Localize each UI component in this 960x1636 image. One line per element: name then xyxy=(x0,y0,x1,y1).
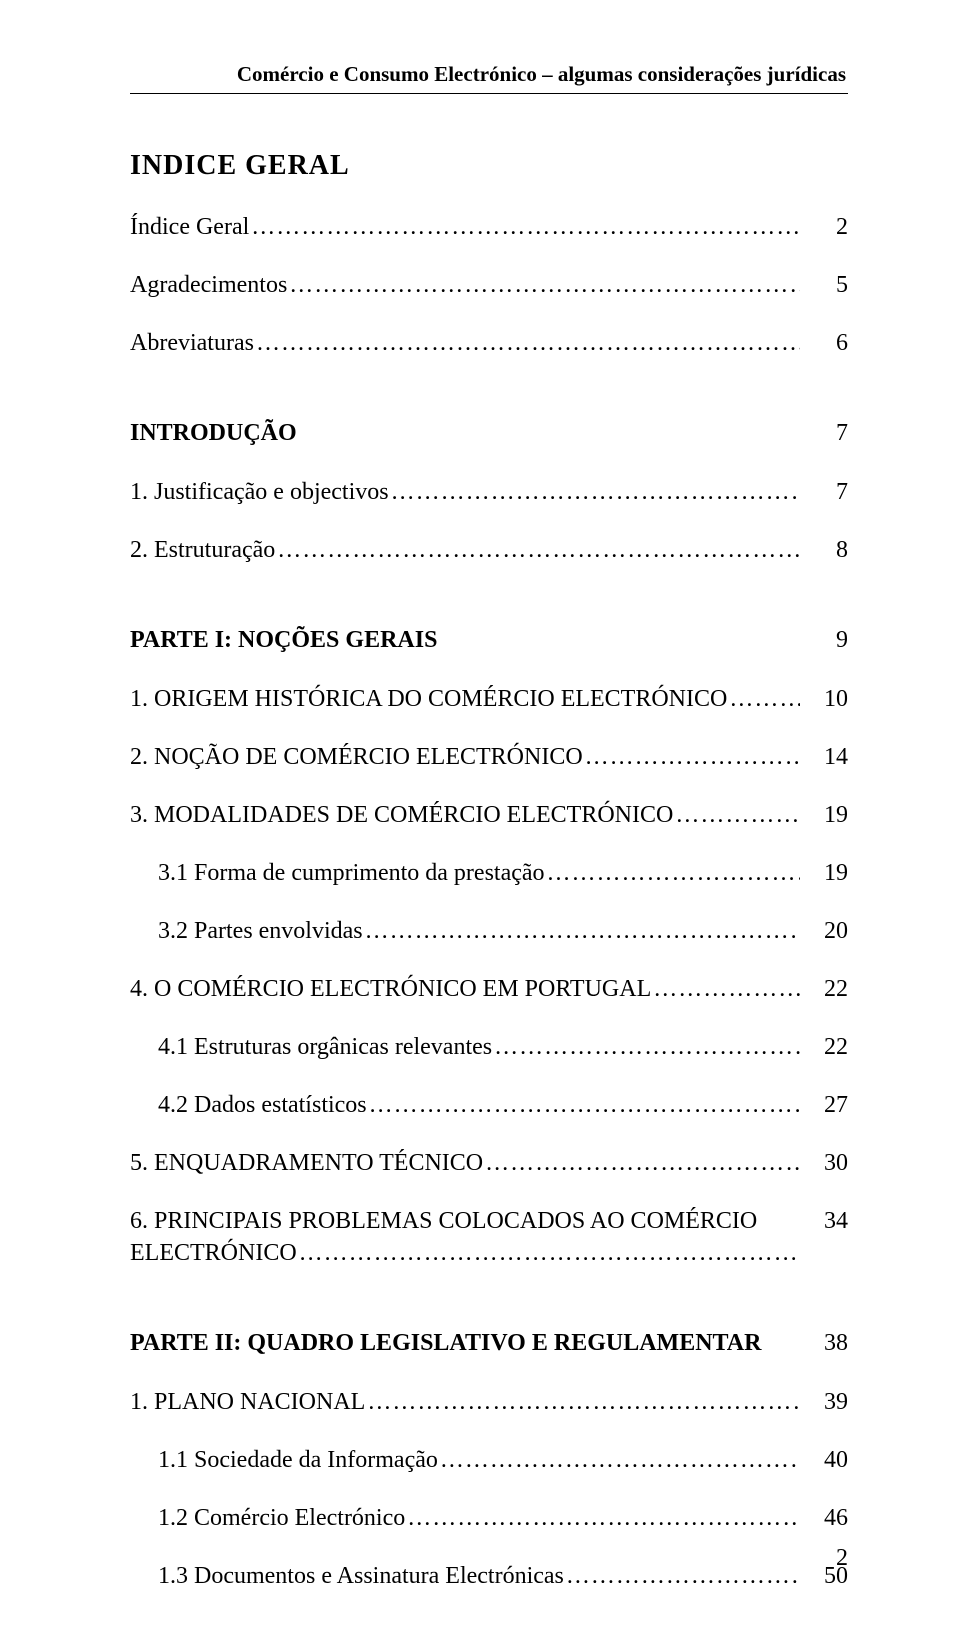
toc-row: 2. NOÇÃO DE COMÉRCIO ELECTRÓNICO 14 xyxy=(130,742,848,772)
toc-page: 20 xyxy=(800,916,848,946)
toc-row: 1.2 Comércio Electrónico 46 xyxy=(130,1503,848,1533)
toc-leader xyxy=(583,742,800,772)
spacer xyxy=(130,386,848,420)
toc-leader xyxy=(367,1090,800,1120)
toc-label: 3.1 Forma de cumprimento da prestação xyxy=(158,858,545,888)
toc-leader xyxy=(389,477,800,507)
toc-page: 9 xyxy=(800,627,848,654)
toc-leader xyxy=(363,916,800,946)
toc-row: 1. PLANO NACIONAL 39 xyxy=(130,1387,848,1417)
page-title: INDICE GERAL xyxy=(130,150,848,182)
toc-row: 1.1 Sociedade da Informação 40 xyxy=(130,1445,848,1475)
toc-page: 30 xyxy=(800,1148,848,1178)
toc-label: 4.2 Dados estatísticos xyxy=(158,1090,367,1120)
toc-page: 2 xyxy=(800,212,848,242)
spacer xyxy=(130,1296,848,1330)
toc-label: 3. MODALIDADES DE COMÉRCIO ELECTRÓNICO xyxy=(130,800,673,830)
toc-leader xyxy=(727,684,800,714)
toc-label: 2. NOÇÃO DE COMÉRCIO ELECTRÓNICO xyxy=(130,742,583,772)
toc-page: 46 xyxy=(800,1503,848,1533)
toc-page: 6 xyxy=(800,328,848,358)
header-rule xyxy=(130,93,848,94)
toc-row: 5. ENQUADRAMENTO TÉCNICO 30 xyxy=(130,1148,848,1178)
toc-section-heading: PARTE II: QUADRO LEGISLATIVO E REGULAMEN… xyxy=(130,1330,848,1357)
toc-label: 1.2 Comércio Electrónico xyxy=(158,1503,405,1533)
toc-page: 7 xyxy=(800,477,848,507)
toc-label: 1. ORIGEM HISTÓRICA DO COMÉRCIO ELECTRÓN… xyxy=(130,684,727,714)
toc-label: 6. PRINCIPAIS PROBLEMAS COLOCADOS AO COM… xyxy=(130,1206,757,1236)
toc-page: 19 xyxy=(800,858,848,888)
toc-row: ELECTRÓNICO 34 xyxy=(130,1238,848,1268)
toc-leader xyxy=(545,858,800,888)
toc-row: 2. Estruturação 8 xyxy=(130,535,848,565)
toc-label: Agradecimentos xyxy=(130,270,287,300)
toc-leader xyxy=(297,1238,800,1268)
toc-row: 6. PRINCIPAIS PROBLEMAS COLOCADOS AO COM… xyxy=(130,1206,848,1236)
toc-row: Índice Geral 2 xyxy=(130,212,848,242)
toc-row: 3.1 Forma de cumprimento da prestação 19 xyxy=(130,858,848,888)
toc-row: 1. ORIGEM HISTÓRICA DO COMÉRCIO ELECTRÓN… xyxy=(130,684,848,714)
toc-row: 1. Justificação e objectivos 7 xyxy=(130,477,848,507)
toc-row: Agradecimentos 5 xyxy=(130,270,848,300)
toc-row: 4.2 Dados estatísticos 27 xyxy=(130,1090,848,1120)
toc-label: 4.1 Estruturas orgânicas relevantes xyxy=(158,1032,492,1062)
toc-label: PARTE II: QUADRO LEGISLATIVO E REGULAMEN… xyxy=(130,1330,761,1357)
toc-page: 38 xyxy=(800,1330,848,1357)
toc-label: 1. PLANO NACIONAL xyxy=(130,1387,365,1417)
toc-row: 3.2 Partes envolvidas 20 xyxy=(130,916,848,946)
toc-label: Abreviaturas xyxy=(130,328,254,358)
toc-row: 1.3 Documentos e Assinatura Electrónicas… xyxy=(130,1561,848,1591)
toc-row: 4. O COMÉRCIO ELECTRÓNICO EM PORTUGAL 22 xyxy=(130,974,848,1004)
toc-leader xyxy=(564,1561,800,1591)
toc-label: 3.2 Partes envolvidas xyxy=(158,916,363,946)
toc-label: 5. ENQUADRAMENTO TÉCNICO xyxy=(130,1148,483,1178)
toc-label: INTRODUÇÃO xyxy=(130,420,297,447)
toc-label: 1.1 Sociedade da Informação xyxy=(158,1445,438,1475)
toc-leader xyxy=(673,800,800,830)
toc-leader xyxy=(365,1387,800,1417)
toc-row: 3. MODALIDADES DE COMÉRCIO ELECTRÓNICO 1… xyxy=(130,800,848,830)
toc-row: 4.1 Estruturas orgânicas relevantes 22 xyxy=(130,1032,848,1062)
page-number: 2 xyxy=(836,1545,848,1572)
toc-page: 19 xyxy=(800,800,848,830)
toc-section-heading: INTRODUÇÃO 7 xyxy=(130,420,848,447)
toc-page: 40 xyxy=(800,1445,848,1475)
toc-leader xyxy=(492,1032,800,1062)
spacer xyxy=(130,593,848,627)
toc-leader xyxy=(249,212,800,242)
toc-leader xyxy=(651,974,800,1004)
toc-page: 39 xyxy=(800,1387,848,1417)
toc-label: 4. O COMÉRCIO ELECTRÓNICO EM PORTUGAL xyxy=(130,974,651,1004)
toc-page: 5 xyxy=(800,270,848,300)
toc-page: 22 xyxy=(800,1032,848,1062)
document-page: Comércio e Consumo Electrónico – algumas… xyxy=(0,0,960,1636)
toc-label: 1. Justificação e objectivos xyxy=(130,477,389,507)
toc-page: 34 xyxy=(800,1206,848,1236)
toc-label: ELECTRÓNICO xyxy=(130,1238,297,1268)
toc-label: 2. Estruturação xyxy=(130,535,275,565)
toc-leader xyxy=(275,535,800,565)
toc-label: PARTE I: NOÇÕES GERAIS xyxy=(130,627,437,654)
toc-page: 8 xyxy=(800,535,848,565)
toc-leader xyxy=(438,1445,800,1475)
toc-page: 14 xyxy=(800,742,848,772)
running-header: Comércio e Consumo Electrónico – algumas… xyxy=(130,62,848,87)
toc-leader xyxy=(287,270,800,300)
toc-label: Índice Geral xyxy=(130,212,249,242)
toc-leader xyxy=(483,1148,800,1178)
toc-label: 1.3 Documentos e Assinatura Electrónicas xyxy=(158,1561,564,1591)
toc-section-heading: PARTE I: NOÇÕES GERAIS 9 xyxy=(130,627,848,654)
toc-page: 7 xyxy=(800,420,848,447)
toc-page: 22 xyxy=(800,974,848,1004)
toc-leader xyxy=(254,328,800,358)
toc-row: Abreviaturas 6 xyxy=(130,328,848,358)
toc-leader xyxy=(405,1503,800,1533)
toc-page: 27 xyxy=(800,1090,848,1120)
toc-page: 10 xyxy=(800,684,848,714)
